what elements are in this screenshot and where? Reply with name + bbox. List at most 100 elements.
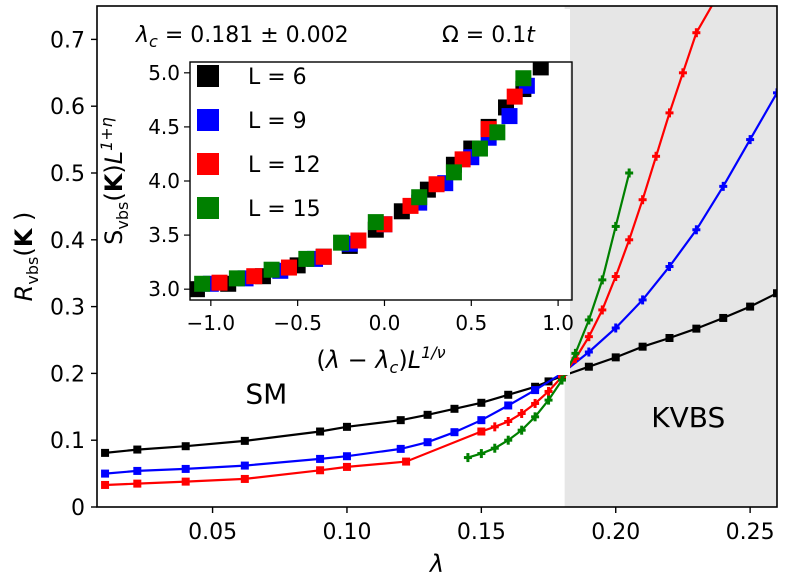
main-point-0-2 [181,442,190,451]
legend-label-0: L = 6 [248,65,307,90]
main-point-0-14 [584,362,593,371]
main-point-errbar-3-5 [533,412,537,422]
legend-marker-1 [197,109,219,131]
main-y-tick-label-2: 0.2 [50,362,85,387]
main-point-errbar-2-18 [627,235,631,245]
main-point-2-1 [133,479,142,488]
main-point-1-10 [504,401,513,410]
inset-point-3-0 [194,275,211,292]
main-point-errbar-3-1 [479,449,483,459]
inset-point-2-8 [454,151,471,168]
inset-y-tick-label-0: 3.0 [148,277,180,301]
main-point-1-7 [423,438,432,447]
main-point-2-4 [316,466,325,475]
main-point-errbar-2-15 [587,332,591,342]
inset-y-tick-label-1: 3.5 [148,223,180,247]
main-point-0-1 [133,445,142,454]
inset-point-2-4 [350,232,367,249]
main-point-errbar-1-17 [694,225,698,235]
main-point-errbar-2-10 [520,408,524,418]
main-x-tick-label-2: 0.15 [457,520,506,545]
inset-point-3-4 [333,234,350,251]
main-point-2-3 [240,474,249,483]
main-point-0-18 [692,324,701,333]
main-point-errbar-1-15 [641,295,645,305]
inset-y-tick-label-3: 4.5 [148,115,180,139]
main-point-0-10 [504,390,513,399]
inset-y-tick-label-2: 4.0 [148,169,180,193]
main-y-axis-label: Rvbs(K ) [10,212,42,302]
inset-point-2-7 [428,176,445,193]
main-point-errbar-1-18 [721,181,725,191]
inset-x-tick-label-1: −0.5 [273,311,322,335]
main-y-tick-label-0: 0 [71,496,85,521]
legend-label-2: L = 12 [248,153,321,178]
main-point-errbar-3-8 [573,348,577,358]
inset-x-tick-label-4: 1.0 [542,311,574,335]
main-y-tick-label-6: 0.6 [50,95,85,120]
main-point-1-0 [101,469,110,478]
inset-point-2-10 [506,88,523,105]
main-point-0-9 [477,398,486,407]
main-point-2-7 [477,427,486,436]
region-label-sm: SM [245,377,287,410]
main-point-0-17 [665,333,674,342]
main-point-errbar-3-2 [493,443,497,453]
inset-y-axis-label: Svbs(K)L1+η [97,117,132,245]
main-point-0-6 [396,416,405,425]
main-point-0-8 [450,404,459,413]
inset-x-axis-label: (λ − λc)L1/ν [316,343,445,377]
inset-point-0-14 [532,62,549,76]
region-label-kvbs: KVBS [651,401,725,434]
main-point-0-16 [638,342,647,351]
main-point-0-7 [423,410,432,419]
main-point-errbar-3-12 [627,168,631,178]
main-point-2-2 [181,477,190,486]
inset-annotation-lambda: λc = 0.181 ± 0.002 [135,23,349,51]
main-point-errbar-2-19 [641,195,645,205]
main-point-errbar-3-4 [520,425,524,435]
main-point-errbar-2-23 [694,28,698,38]
main-point-2-0 [101,480,110,489]
inset-x-tick-label-0: −1.0 [187,311,236,335]
main-point-1-1 [133,466,142,475]
main-point-errbar-2-21 [667,108,671,118]
main-y-tick-label-7: 0.7 [50,28,85,53]
main-point-errbar-1-19 [748,135,752,145]
main-point-0-0 [101,448,110,457]
inset-point-3-3 [298,250,315,267]
main-point-errbar-1-16 [667,262,671,272]
main-point-errbar-3-9 [587,315,591,325]
inset-point-2-2 [280,259,297,276]
inset-point-2-3 [315,248,332,265]
main-point-0-21 [773,289,777,298]
main-series-line-0 [104,292,777,454]
main-y-tick-label-4: 0.4 [50,229,85,254]
main-point-errbar-2-12 [547,386,551,396]
main-y-tick-label-1: 0.1 [50,429,85,454]
inset-point-3-6 [411,189,428,206]
legend-marker-2 [197,153,219,175]
main-point-1-11 [531,386,540,395]
legend-marker-0 [197,65,219,87]
main-point-errbar-2-16 [600,305,604,315]
main-point-1-3 [240,461,249,470]
main-y-tick-label-5: 0.5 [50,162,85,187]
main-point-errbar-3-11 [614,221,618,231]
inset-point-1-10 [501,108,518,125]
inset-annotation-omega: Ω = 0.1t [442,23,536,48]
main-point-1-4 [316,454,325,463]
main-point-errbar-3-6 [547,395,551,405]
main-point-errbar-2-20 [654,151,658,161]
main-plot-frame [96,5,778,508]
main-point-2-6 [402,457,411,466]
main-series-group [101,6,777,489]
inset-point-3-8 [471,140,488,157]
inset-background [100,9,570,375]
inset-y-tick-label-4: 5.0 [148,61,180,85]
inset-point-3-5 [367,214,384,231]
kvbs-shaded-region [564,6,777,507]
inset-point-3-1 [228,270,245,287]
main-x-tick-label-3: 0.20 [591,520,640,545]
